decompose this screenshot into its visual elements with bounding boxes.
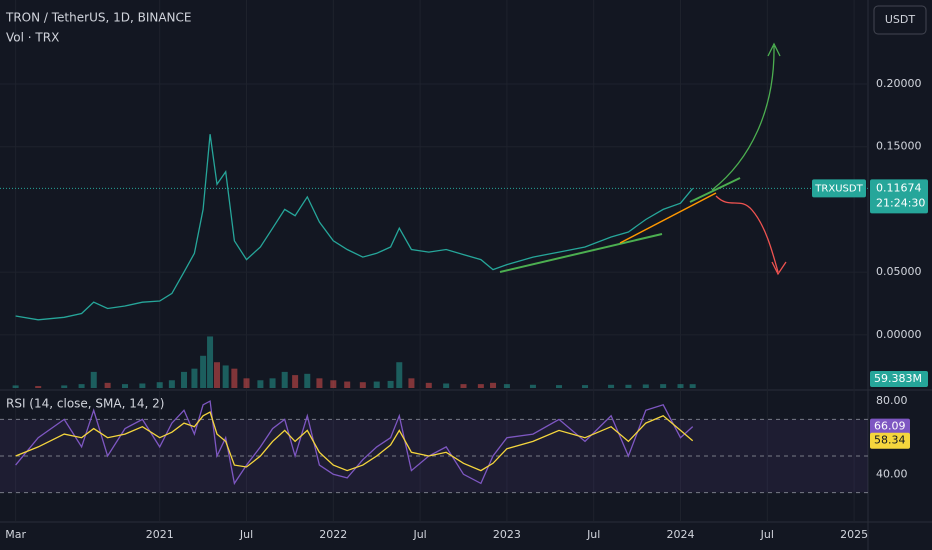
volume-bar — [231, 368, 238, 388]
volume-bar — [443, 383, 450, 388]
volume-bar — [181, 371, 188, 388]
x-tick-label: Jul — [760, 528, 774, 541]
volume-bar — [139, 383, 146, 388]
volume-bar — [555, 385, 562, 388]
volume-bar — [243, 378, 250, 388]
y-tick-label: 0.00000 — [876, 328, 922, 341]
volume-bar — [104, 382, 111, 388]
volume-last-box — [870, 371, 928, 387]
last-price-label: 0.11674 — [876, 181, 922, 194]
y-tick-label: 0.05000 — [876, 265, 922, 278]
volume-bar — [608, 384, 615, 388]
price-line — [15, 411, 694, 472]
volume-bar — [156, 382, 163, 388]
rsi-tick-label: 80.00 — [876, 394, 908, 407]
volume-bar — [359, 382, 366, 388]
volume-bar — [78, 384, 85, 388]
last-price-box — [870, 179, 928, 214]
x-tick-label: 2024 — [667, 528, 695, 541]
volume-bar — [304, 373, 311, 388]
y-tick-label: 0.20000 — [876, 77, 922, 90]
volume-bar — [373, 381, 380, 388]
volume-bar — [200, 355, 207, 388]
volume-bar — [477, 384, 484, 388]
volume-bar — [396, 362, 403, 388]
volume-bar — [61, 385, 68, 388]
rsi-title: RSI (14, close, SMA, 14, 2) — [6, 397, 164, 411]
bear-arrow — [715, 195, 779, 273]
rsi-tick-label: 40.00 — [876, 467, 908, 480]
countdown: 21:24:30 — [876, 196, 925, 209]
volume-bar — [207, 336, 214, 388]
arrow-head — [767, 42, 781, 57]
volume-bar — [292, 375, 299, 388]
currency[interactable]: USDT — [885, 13, 916, 26]
volume-bar — [660, 384, 667, 388]
x-tick-label: 2022 — [319, 528, 347, 541]
volume-title: Vol · TRX — [6, 31, 59, 45]
volume-bar — [490, 382, 497, 388]
x-tick-label: Jul — [586, 528, 600, 541]
volume-bar — [281, 371, 288, 388]
rsi-last-box — [870, 432, 910, 449]
currency-button[interactable] — [873, 5, 927, 35]
symbol-label-box — [812, 179, 866, 198]
x-tick-label: Jul — [412, 528, 426, 541]
marks — [12, 134, 696, 486]
volume-bar — [191, 368, 198, 388]
trend-line — [499, 233, 663, 273]
volume-bar — [121, 384, 128, 388]
x-tick-label: 2025 — [840, 528, 868, 541]
rsi-last-label: 66.09 — [874, 420, 906, 433]
x-tick-label: 2023 — [493, 528, 521, 541]
volume-last-label: 59.383M — [874, 372, 922, 385]
bull-arrow — [711, 45, 775, 191]
volume-bar — [222, 365, 229, 388]
volume-bar — [214, 362, 220, 388]
grid — [0, 0, 868, 522]
trend-line — [619, 192, 717, 244]
rsi-last-box — [870, 418, 910, 435]
volume-bar — [12, 385, 19, 388]
symbol-label: TRXUSDT — [814, 183, 863, 194]
volume-bar — [330, 380, 337, 388]
volume-bar — [168, 380, 175, 388]
volume-bar — [387, 380, 394, 388]
volume-bar — [257, 380, 264, 388]
price-line — [15, 134, 694, 321]
volume-bar — [625, 384, 632, 388]
x-tick-label: 2021 — [146, 528, 174, 541]
volume-bar — [689, 384, 696, 388]
volume-bar — [642, 384, 649, 388]
rsi-last-label: 58.34 — [874, 434, 906, 447]
volume-bar — [316, 378, 323, 388]
volume-bar — [269, 378, 276, 388]
volume-bar — [425, 382, 432, 388]
volume-bar — [503, 384, 510, 388]
y-tick-label: 0.15000 — [876, 140, 922, 153]
volume-bar — [529, 384, 536, 388]
x-tick-label: Mar — [5, 528, 26, 541]
volume-bar — [677, 384, 684, 388]
volume-bar — [90, 371, 97, 388]
trend-line — [689, 177, 741, 203]
arrow-head — [771, 261, 787, 276]
chart-title: TRON / TetherUS, 1D, BINANCE — [5, 11, 192, 25]
volume-bar — [344, 381, 351, 388]
volume-bar — [35, 386, 42, 388]
x-tick-label: Jul — [239, 528, 253, 541]
volume-bar — [408, 378, 415, 388]
drawings — [499, 42, 787, 276]
volume-bar — [582, 385, 589, 388]
volume-bar — [460, 384, 467, 388]
